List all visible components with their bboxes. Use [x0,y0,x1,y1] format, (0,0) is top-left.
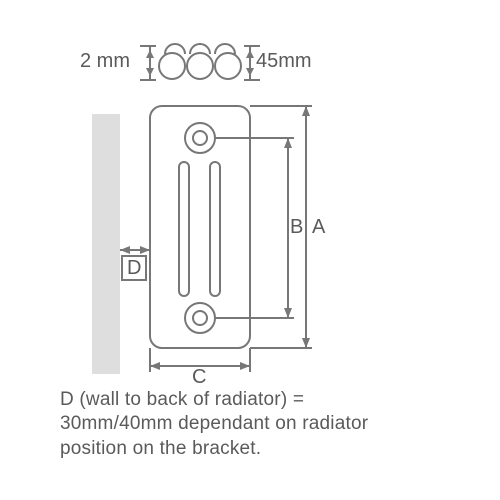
dim-b-label: B [290,216,303,239]
caption-text: D (wall to back of radiator) = 30mm/40mm… [60,388,420,461]
dim-a-label: A [312,216,325,239]
wall [92,114,120,374]
dim-45mm-label: 45mm [256,50,312,73]
dim-2mm-label: 2 mm [80,50,130,73]
dim-d-label: D [127,257,141,280]
diagram-canvas: 2 mm 45mm A B C D D (wall to back of rad… [0,0,500,500]
dim-c-label: C [192,366,206,389]
